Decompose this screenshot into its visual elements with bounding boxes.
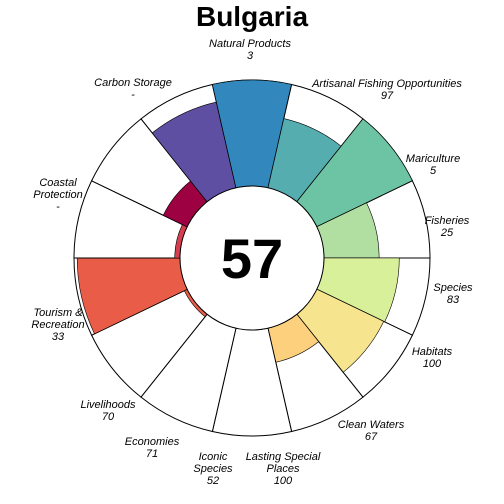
- petal-value: 67: [365, 431, 378, 443]
- petal-name: Species: [433, 282, 473, 294]
- petal-label: Livelihoods 70: [80, 399, 136, 423]
- petal-name: Artisanal Fishing Opportunities: [311, 78, 462, 90]
- petals: [73, 79, 431, 437]
- petal-name: Tourism &: [33, 307, 82, 319]
- petal-name: Protection: [33, 189, 83, 201]
- center-score: 57: [221, 227, 283, 290]
- petal-value: 25: [440, 227, 454, 239]
- petal-value: 97: [381, 90, 394, 102]
- petal-name: Iconic: [199, 451, 228, 463]
- chart-title: Bulgaria: [196, 1, 308, 32]
- petal-label: Economies 71: [125, 436, 180, 460]
- petal-label: Coastal Protection -: [33, 177, 83, 213]
- petal-label: Species 83: [433, 282, 473, 306]
- petal-name: Economies: [125, 436, 180, 448]
- petal-name: Fisheries: [425, 215, 470, 227]
- petal-label: Artisanal Fishing Opportunities 97: [311, 78, 462, 102]
- petal-value: 83: [447, 294, 460, 306]
- petal-value: -: [56, 201, 60, 213]
- petal-name: Natural Products: [209, 38, 291, 50]
- petal-label: Mariculture 5: [406, 153, 460, 177]
- petal-value: 70: [102, 411, 115, 423]
- petal-label: Iconic Species 52: [193, 451, 233, 487]
- petal-value: 100: [423, 358, 442, 370]
- petal-name: Lasting Special: [246, 451, 321, 463]
- petal-label: Fisheries 25: [425, 215, 470, 239]
- petal-name: Livelihoods: [80, 399, 136, 411]
- petal-name: Recreation: [31, 319, 84, 331]
- petal-value: -: [131, 89, 135, 101]
- petal-label: Tourism & Recreation 33: [31, 307, 84, 343]
- petal-name: Mariculture: [406, 153, 460, 165]
- petal-value: 33: [52, 331, 65, 343]
- petal-value: 3: [247, 50, 254, 62]
- petal-label: Carbon Storage -: [94, 77, 172, 101]
- petal-label: Habitats 100: [412, 346, 453, 370]
- petal-label: Clean Waters 67: [338, 419, 405, 443]
- petal-labels: Natural Products 3 Artisanal Fishing Oppor…: [31, 38, 473, 487]
- petal-name: Carbon Storage: [94, 77, 172, 89]
- petal-label: Natural Products 3: [209, 38, 291, 62]
- petal-name: Species: [193, 463, 233, 475]
- petal-name: Places: [266, 463, 300, 475]
- petal-value: 5: [430, 165, 437, 177]
- petal-value: 100: [274, 475, 293, 487]
- petal-name: Coastal: [39, 177, 77, 189]
- petal-value: 52: [207, 475, 219, 487]
- petal-value: 71: [146, 448, 158, 460]
- center-disc: [179, 185, 325, 331]
- petal-name: Habitats: [412, 346, 453, 358]
- petal-label: Lasting Special Places 100: [246, 451, 321, 487]
- petal-name: Clean Waters: [338, 419, 405, 431]
